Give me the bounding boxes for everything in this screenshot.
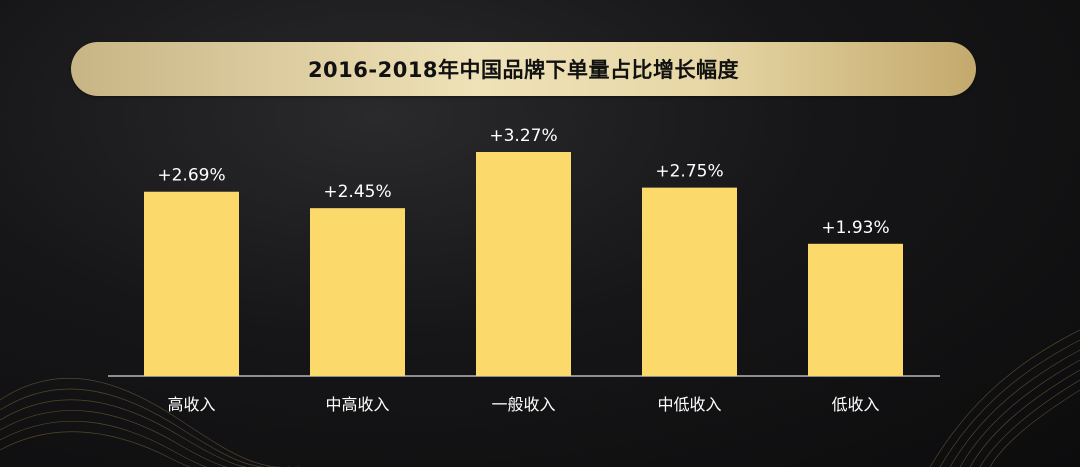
bar-5 — [808, 243, 903, 376]
category-label-2: 中高收入 — [325, 395, 389, 414]
category-label-5: 低收入 — [831, 395, 879, 414]
chart-title-band: 2016-2018年中国品牌下单量占比增长幅度 — [71, 42, 976, 96]
category-label-1: 高收入 — [167, 395, 215, 414]
bar-1 — [144, 191, 239, 376]
bar-4 — [642, 187, 737, 376]
category-label-4: 中低收入 — [657, 395, 721, 414]
bar-2 — [310, 208, 405, 376]
value-label-1: +2.69% — [157, 166, 225, 186]
value-label-3: +3.27% — [489, 126, 557, 146]
value-label-2: +2.45% — [323, 182, 391, 202]
value-label-4: +2.75% — [655, 162, 723, 182]
value-label-5: +1.93% — [821, 218, 889, 238]
chart-title: 2016-2018年中国品牌下单量占比增长幅度 — [307, 58, 740, 82]
bar-3 — [476, 152, 571, 376]
category-label-3: 一般收入 — [491, 395, 555, 414]
